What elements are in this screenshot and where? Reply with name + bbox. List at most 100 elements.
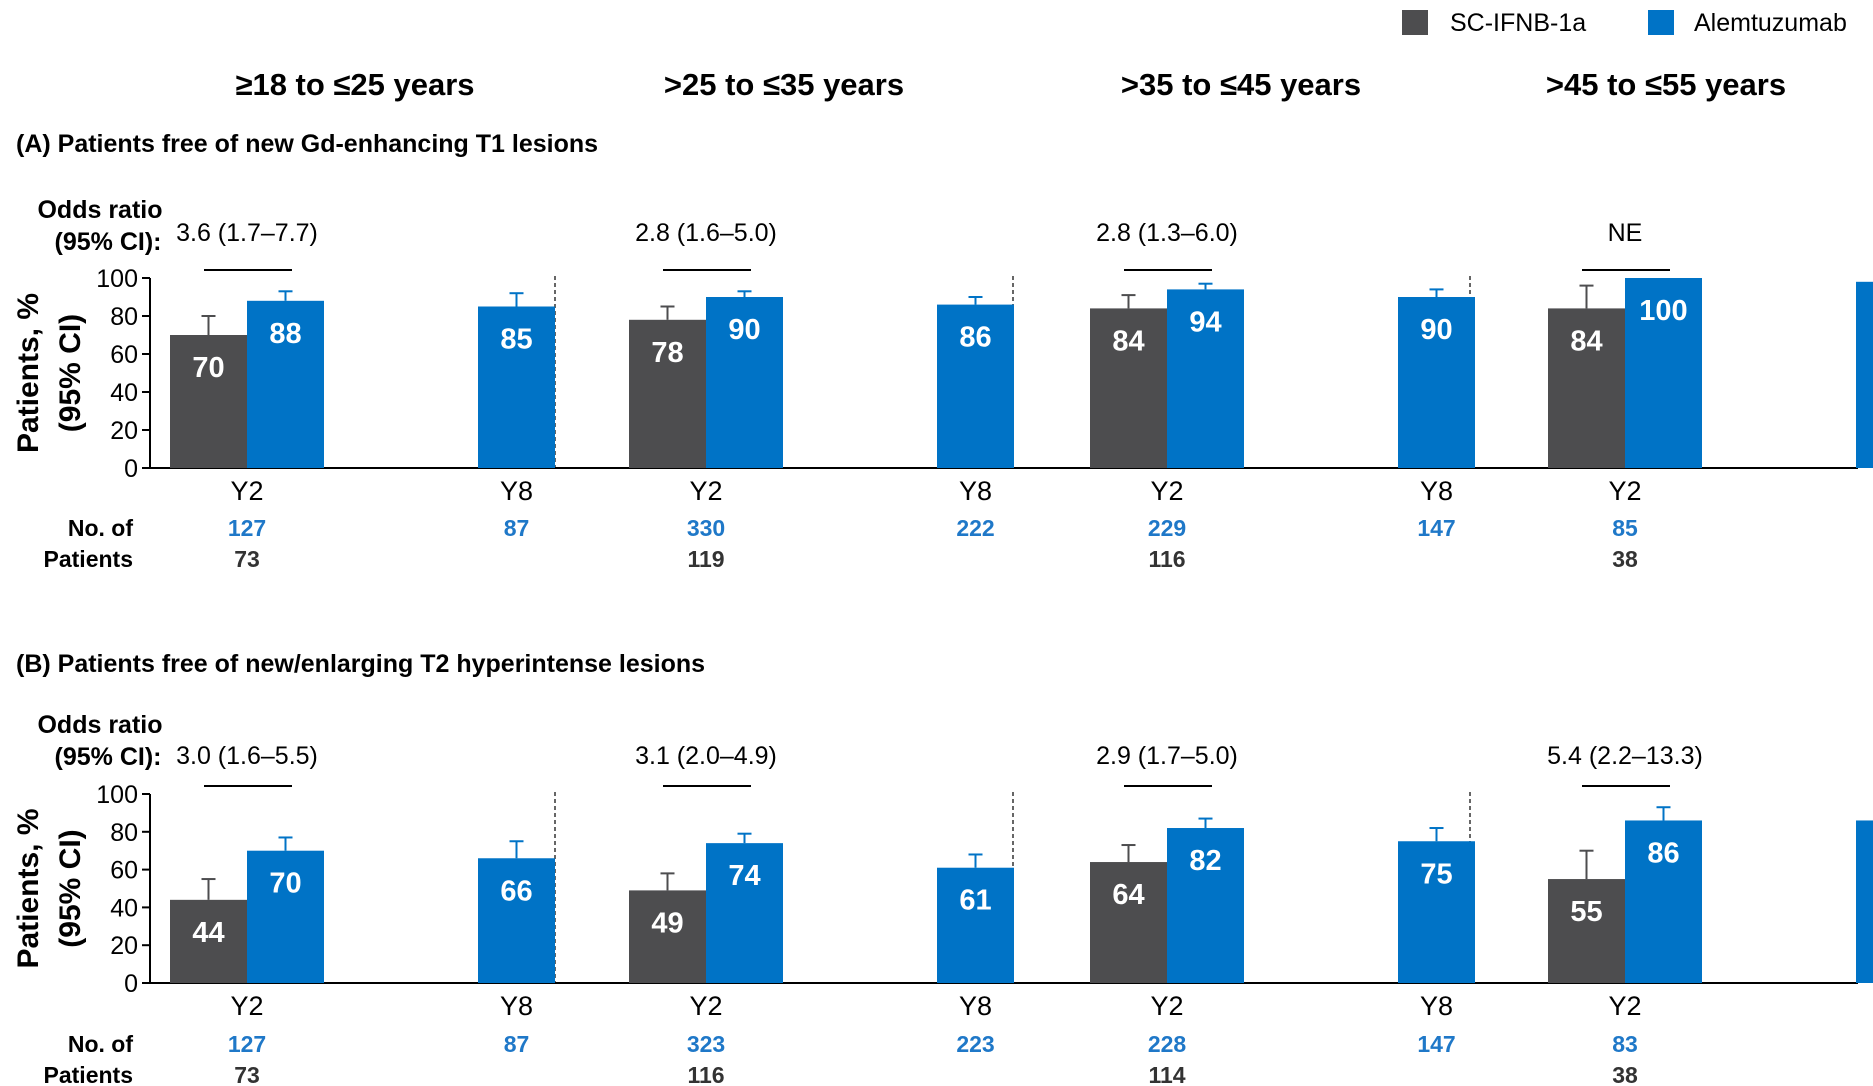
x-tick-label: Y2 (1150, 476, 1183, 506)
panel-b: (B) Patients free of new/enlarging T2 hy… (12, 650, 1873, 1086)
bar-alemtuzumab-y2 (1625, 278, 1702, 468)
patient-count-sc-ifnb: 73 (234, 1062, 260, 1086)
bar-alemtuzumab-y8 (1856, 820, 1873, 983)
y-tick-label: 0 (124, 455, 138, 483)
patients-label: No. of (68, 515, 133, 541)
x-tick-label: Y2 (230, 991, 263, 1021)
x-tick-label: Y2 (689, 476, 722, 506)
panel-title: (A) Patients free of new Gd-enhancing T1… (16, 130, 598, 158)
odds-ratio-value: 5.4 (2.2–13.3) (1547, 742, 1703, 770)
bar-alemtuzumab-y8 (478, 306, 555, 468)
patient-count-sc-ifnb: 73 (234, 546, 260, 572)
patient-count-sc-ifnb: 116 (687, 1062, 724, 1086)
x-tick-label: Y8 (500, 991, 533, 1021)
x-tick-label: Y2 (1150, 991, 1183, 1021)
bar-alemtuzumab-y2 (1167, 828, 1244, 983)
odds-ratio-value: 2.8 (1.6–5.0) (635, 219, 777, 247)
legend: SC-IFNB-1a Alemtuzumab (1402, 9, 1847, 37)
y-axis-label: (95% CI) (54, 829, 87, 947)
patient-count-alemtuzumab: 229 (1148, 515, 1186, 541)
patient-count-alemtuzumab: 222 (956, 515, 994, 541)
bar-alemtuzumab-y2 (706, 297, 783, 468)
bar-value-label: 49 (651, 907, 683, 939)
bar-alemtuzumab-y2 (247, 300, 324, 468)
patient-count-alemtuzumab: 85 (1612, 515, 1638, 541)
y-axis-label: (95% CI) (54, 314, 87, 432)
bar-value-label: 94 (1189, 306, 1221, 338)
bar-value-label: 70 (192, 352, 224, 384)
odds-ratio-value: 3.0 (1.6–5.5) (176, 742, 318, 770)
patients-label: Patients (44, 546, 133, 572)
bar-value-label: 90 (728, 314, 760, 346)
y-tick-label: 60 (110, 341, 138, 369)
x-tick-label: Y2 (1608, 991, 1641, 1021)
legend-swatch-sc-ifnb (1402, 10, 1428, 35)
bar-value-label: 86 (959, 322, 991, 354)
legend-label-sc-ifnb: SC-IFNB-1a (1450, 9, 1586, 37)
odds-ratio-value: 3.6 (1.7–7.7) (176, 219, 318, 247)
patient-count-alemtuzumab: 127 (228, 515, 266, 541)
bar-value-label: 84 (1112, 325, 1144, 357)
legend-swatch-alemtuzumab (1648, 10, 1674, 35)
y-tick-label: 60 (110, 857, 138, 885)
bar-sc-ifnb-y2 (1548, 879, 1625, 983)
patient-count-sc-ifnb: 38 (1612, 546, 1638, 572)
bar-value-label: 78 (651, 337, 683, 369)
y-tick-label: 80 (110, 303, 138, 331)
odds-ratio-label: Odds ratio (37, 711, 162, 739)
bar-sc-ifnb-y2 (1548, 308, 1625, 468)
bar-alemtuzumab-y8 (1398, 297, 1475, 468)
y-tick-label: 20 (110, 417, 138, 445)
x-tick-label: Y8 (1420, 476, 1453, 506)
patient-count-sc-ifnb: 38 (1612, 1062, 1638, 1086)
bar-value-label: 44 (192, 917, 224, 949)
y-tick-label: 40 (110, 894, 138, 922)
bar-value-label: 88 (269, 318, 301, 350)
patient-count-alemtuzumab: 87 (504, 515, 530, 541)
panel-title: (B) Patients free of new/enlarging T2 hy… (16, 650, 705, 678)
panel-a: (A) Patients free of new Gd-enhancing T1… (12, 130, 1873, 572)
odds-ratio-value: 2.9 (1.7–5.0) (1096, 742, 1238, 770)
age-group-header: >35 to ≤45 years (1121, 67, 1361, 102)
patient-count-sc-ifnb: 114 (1148, 1062, 1185, 1086)
odds-ratio-label: (95% CI): (55, 228, 162, 256)
patient-count-alemtuzumab: 228 (1148, 1031, 1187, 1057)
patient-count-sc-ifnb: 116 (1148, 546, 1185, 572)
y-tick-label: 100 (96, 781, 138, 809)
bar-value-label: 84 (1570, 325, 1602, 357)
odds-ratio-value: 2.8 (1.3–6.0) (1096, 219, 1238, 247)
bar-alemtuzumab-y2 (1625, 820, 1702, 983)
bar-alemtuzumab-y8 (1856, 281, 1873, 468)
bar-alemtuzumab-y2 (706, 843, 783, 983)
x-tick-label: Y2 (689, 991, 722, 1021)
patients-label: Patients (44, 1062, 133, 1086)
patient-count-sc-ifnb: 119 (687, 546, 724, 572)
age-group-header: ≥18 to ≤25 years (235, 67, 474, 102)
bar-value-label: 100 (1639, 295, 1687, 327)
bar-value-label: 70 (269, 868, 301, 900)
x-tick-label: Y8 (959, 991, 992, 1021)
y-tick-label: 20 (110, 932, 138, 960)
patient-count-alemtuzumab: 323 (687, 1031, 725, 1057)
x-tick-label: Y2 (1608, 476, 1641, 506)
bar-value-label: 86 (1647, 837, 1679, 869)
patient-count-alemtuzumab: 330 (687, 515, 725, 541)
bar-value-label: 55 (1570, 896, 1602, 928)
bar-sc-ifnb-y2 (629, 319, 706, 468)
bar-value-label: 90 (1420, 314, 1452, 346)
odds-ratio-label: Odds ratio (37, 196, 162, 224)
y-tick-label: 80 (110, 819, 138, 847)
bar-value-label: 61 (959, 885, 991, 917)
bar-value-label: 85 (500, 324, 532, 356)
patient-count-alemtuzumab: 87 (504, 1031, 530, 1057)
age-group-header: >45 to ≤55 years (1546, 67, 1786, 102)
bar-value-label: 82 (1189, 845, 1221, 877)
patient-count-alemtuzumab: 223 (956, 1031, 994, 1057)
bar-alemtuzumab-y8 (1398, 841, 1475, 983)
patient-count-alemtuzumab: 147 (1417, 1031, 1455, 1057)
age-group-header: >25 to ≤35 years (664, 67, 904, 102)
bar-sc-ifnb-y2 (170, 335, 247, 468)
y-tick-label: 40 (110, 379, 138, 407)
x-tick-label: Y8 (1420, 991, 1453, 1021)
